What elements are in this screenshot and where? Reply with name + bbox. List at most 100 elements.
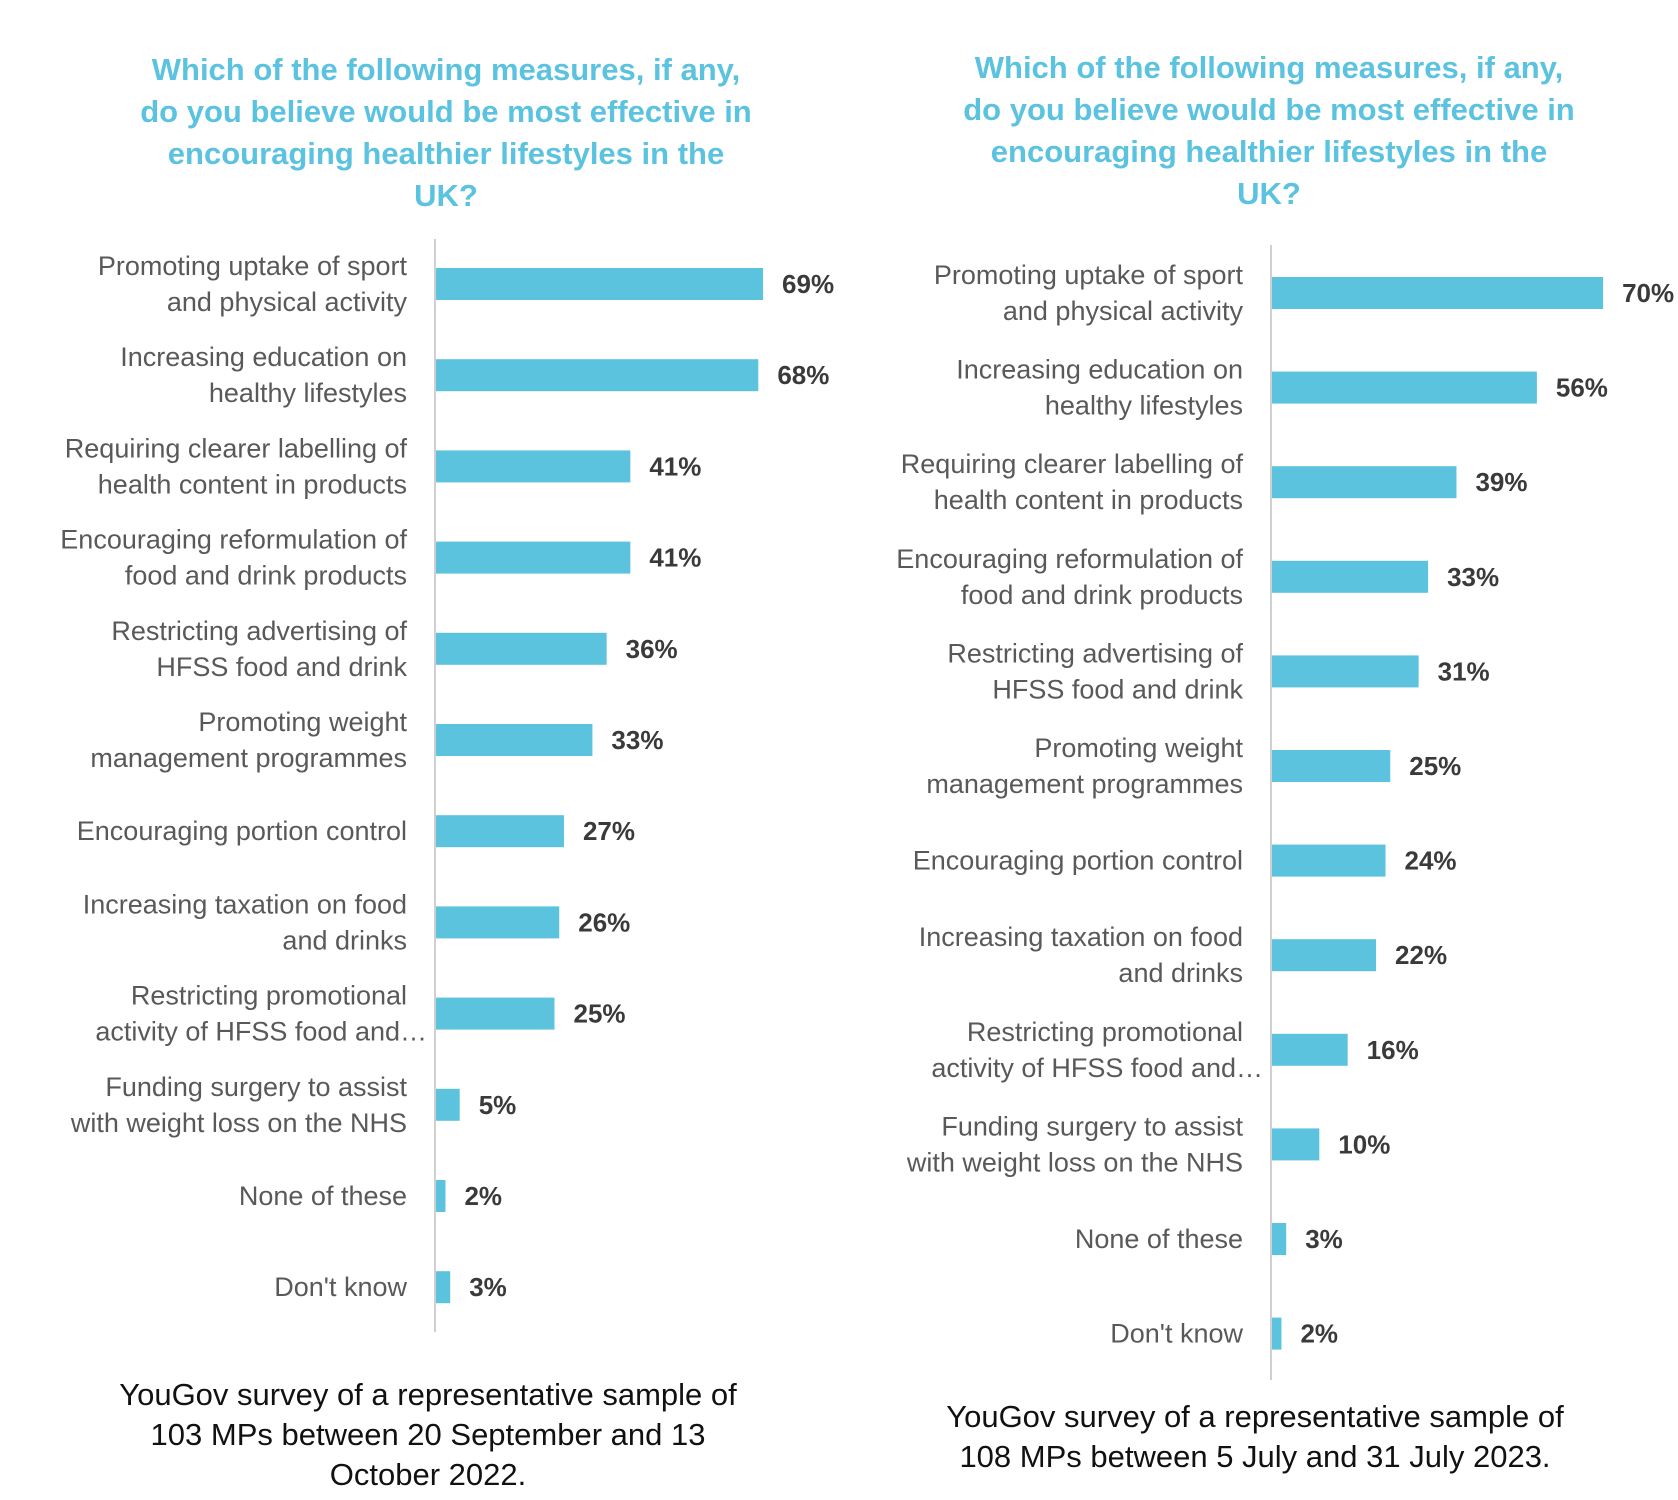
bar	[1272, 371, 1537, 404]
bar	[1272, 939, 1377, 972]
category-label: Requiring clearer labelling of	[65, 433, 408, 463]
bar	[436, 268, 764, 300]
category-label: Encouraging reformulation of	[896, 544, 1243, 574]
category-label: Encouraging portion control	[77, 816, 407, 846]
chart-1: Which of the following measures, if any,…	[60, 52, 834, 1492]
bar	[436, 632, 607, 665]
category-label: with weight loss on the NHS	[70, 1108, 407, 1138]
data-label: 69%	[782, 269, 834, 299]
category-label: health content in products	[98, 469, 407, 499]
footnote-line: YouGov survey of a representative sample…	[946, 1399, 1564, 1434]
category-label: healthy lifestyles	[1045, 391, 1243, 421]
chart-title-line: encouraging healthier lifestyles in the	[991, 134, 1547, 169]
category-label: activity of HFSS food and…	[95, 1017, 427, 1047]
category-label: Increasing education on	[120, 342, 407, 372]
footnote-line: YouGov survey of a representative sample…	[119, 1377, 737, 1412]
footnote-line: October 2022.	[330, 1457, 526, 1492]
chart-title-line: do you believe would be most effective i…	[963, 92, 1575, 127]
bar	[1272, 277, 1604, 309]
bar	[436, 997, 555, 1030]
data-label: 22%	[1395, 940, 1447, 970]
bar	[1272, 1223, 1287, 1255]
category-label: None of these	[1075, 1224, 1243, 1254]
data-label: 24%	[1405, 846, 1457, 876]
category-label: management programmes	[926, 769, 1243, 799]
category-label: HFSS food and drink	[156, 652, 407, 682]
data-label: 33%	[611, 725, 663, 755]
bar	[1272, 1317, 1282, 1350]
category-label: Increasing education on	[956, 355, 1243, 385]
bar	[1272, 1033, 1348, 1066]
category-label: and drinks	[1118, 958, 1243, 988]
category-label: Funding surgery to assist	[105, 1072, 407, 1102]
data-label: 2%	[464, 1181, 502, 1211]
chart-2: Which of the following measures, if any,…	[896, 50, 1674, 1474]
category-label: Encouraging portion control	[913, 846, 1243, 876]
category-label: and physical activity	[1003, 296, 1244, 326]
bar	[1272, 466, 1457, 499]
category-label: management programmes	[90, 743, 407, 773]
data-label: 25%	[1409, 751, 1461, 781]
bar	[1272, 844, 1386, 877]
data-label: 33%	[1447, 562, 1499, 592]
bar	[1272, 560, 1429, 593]
bar	[436, 450, 631, 483]
data-label: 39%	[1475, 467, 1527, 497]
chart-title-line: encouraging healthier lifestyles in the	[168, 136, 724, 171]
data-label: 5%	[479, 1090, 517, 1120]
data-label: 56%	[1556, 373, 1608, 403]
category-label: Promoting uptake of sport	[98, 251, 408, 281]
category-label: None of these	[239, 1181, 407, 1211]
footnote-line: 103 MPs between 20 September and 13	[151, 1417, 706, 1452]
category-label: Funding surgery to assist	[941, 1111, 1243, 1141]
chart-title-line: Which of the following measures, if any,	[152, 52, 741, 87]
bar	[1272, 750, 1391, 782]
bar	[436, 1180, 446, 1212]
data-label: 25%	[574, 999, 626, 1029]
data-label: 10%	[1338, 1129, 1390, 1159]
chart-title-line: UK?	[1237, 176, 1301, 211]
bar	[436, 724, 593, 756]
category-label: and physical activity	[167, 287, 408, 317]
category-label: Promoting uptake of sport	[934, 260, 1244, 290]
bar	[436, 541, 631, 574]
category-label: Restricting advertising of	[111, 616, 407, 646]
category-label: Increasing taxation on food	[83, 889, 407, 919]
bar	[436, 359, 759, 392]
bar	[436, 1271, 451, 1304]
data-label: 26%	[578, 907, 630, 937]
category-label: activity of HFSS food and…	[931, 1053, 1263, 1083]
data-label: 41%	[649, 451, 701, 481]
category-label: Restricting promotional	[967, 1017, 1243, 1047]
bar	[436, 1088, 460, 1121]
category-label: Restricting advertising of	[947, 638, 1243, 668]
data-label: 2%	[1300, 1319, 1338, 1349]
bar	[1272, 655, 1419, 688]
category-label: healthy lifestyles	[209, 378, 407, 408]
data-label: 16%	[1367, 1035, 1419, 1065]
chart-title-line: Which of the following measures, if any,	[975, 50, 1564, 85]
data-label: 36%	[626, 634, 678, 664]
bar	[436, 906, 560, 939]
category-label: food and drink products	[961, 580, 1243, 610]
category-label: food and drink products	[125, 561, 407, 591]
category-label: Promoting weight	[1034, 733, 1243, 763]
data-label: 68%	[777, 360, 829, 390]
data-label: 41%	[649, 543, 701, 573]
category-label: Restricting promotional	[131, 981, 407, 1011]
category-label: with weight loss on the NHS	[906, 1147, 1243, 1177]
chart-title-line: do you believe would be most effective i…	[140, 94, 752, 129]
category-label: Don't know	[1110, 1319, 1243, 1349]
category-label: health content in products	[934, 485, 1243, 515]
footnote-line: 108 MPs between 5 July and 31 July 2023.	[959, 1439, 1550, 1474]
data-label: 3%	[469, 1272, 507, 1302]
bar	[1272, 1128, 1320, 1161]
category-label: Requiring clearer labelling of	[901, 449, 1244, 479]
data-label: 3%	[1305, 1224, 1343, 1254]
category-label: and drinks	[282, 925, 407, 955]
category-label: Increasing taxation on food	[919, 922, 1243, 952]
category-label: Encouraging reformulation of	[60, 525, 407, 555]
data-label: 31%	[1438, 656, 1490, 686]
category-label: HFSS food and drink	[992, 674, 1243, 704]
